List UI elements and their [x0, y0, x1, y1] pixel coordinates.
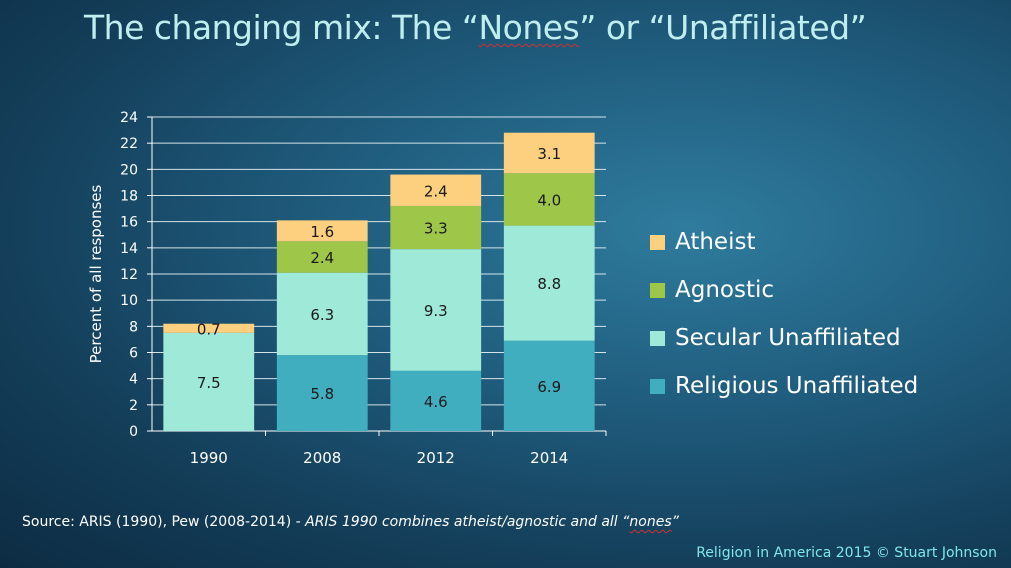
- legend-swatch-religious-unaffiliated: [650, 378, 665, 394]
- bar-2008-religious-unaffiliated: [276, 355, 368, 431]
- y-tick-label-12: 12: [120, 267, 138, 283]
- source-footnote: Source: ARIS (1990), Pew (2008-2014) - A…: [22, 514, 679, 530]
- y-tick-label-22: 22: [120, 136, 138, 152]
- y-tick-label-16: 16: [120, 215, 138, 231]
- bar-2012-atheist: [390, 174, 482, 206]
- y-tick-label-14: 14: [120, 241, 138, 257]
- chart-title: The changing mix: The “Nones” or “Unaffi…: [84, 8, 984, 47]
- legend-label-agnostic: Agnostic: [675, 277, 775, 303]
- legend-swatch-agnostic: [650, 282, 665, 298]
- bar-2014-secular-unaffiliated: [503, 225, 595, 341]
- bar-2012-religious-unaffiliated: [390, 370, 482, 431]
- title-part2: Nones: [478, 8, 580, 47]
- bar-2008-secular-unaffiliated: [276, 272, 368, 356]
- data-label-1990-secular-unaffiliated: 7.5: [197, 374, 221, 392]
- data-label-2012-agnostic: 3.3: [424, 220, 448, 238]
- legend-label-secular-unaffiliated: Secular Unaffiliated: [675, 325, 901, 351]
- y-tick-label-2: 2: [129, 398, 138, 414]
- data-label-2008-religious-unaffiliated: 5.8: [310, 385, 334, 403]
- legend-item-religious-unaffiliated: Religious Unaffiliated: [650, 362, 918, 410]
- bar-1990-secular-unaffiliated: [163, 332, 255, 431]
- legend-label-atheist: Atheist: [675, 229, 756, 255]
- bar-2008-agnostic: [276, 241, 368, 273]
- data-label-2014-agnostic: 4.0: [537, 191, 561, 209]
- source-text: Source: ARIS (1990), Pew (2008-2014): [22, 514, 292, 530]
- source-note-part3: ”: [671, 514, 679, 530]
- y-tick-label-20: 20: [120, 162, 138, 178]
- legend-swatch-secular-unaffiliated: [650, 330, 665, 346]
- data-label-1990-atheist: 0.7: [197, 320, 221, 338]
- data-label-2012-atheist: 2.4: [424, 182, 448, 200]
- y-axis-label: Percent of all responses: [87, 184, 105, 363]
- legend-label-religious-unaffiliated: Religious Unaffiliated: [675, 373, 919, 399]
- legend-item-atheist: Atheist: [650, 218, 918, 266]
- legend-item-secular-unaffiliated: Secular Unaffiliated: [650, 314, 918, 362]
- bar-2014-religious-unaffiliated: [503, 340, 595, 431]
- data-label-2008-secular-unaffiliated: 6.3: [310, 306, 334, 324]
- source-note-part2: nones: [629, 514, 672, 530]
- x-tick-label-2014: 2014: [530, 449, 568, 467]
- source-note-part1: - ARIS 1990 combines atheist/agnostic an…: [291, 514, 630, 530]
- title-part1: The changing mix: The “: [84, 8, 479, 47]
- bar-2012-agnostic: [390, 205, 482, 250]
- credit-text: Religion in America 2015 © Stuart Johnso…: [696, 545, 997, 561]
- bar-2012-secular-unaffiliated: [390, 249, 482, 371]
- y-tick-label-10: 10: [120, 293, 138, 309]
- data-label-2012-religious-unaffiliated: 4.6: [424, 393, 448, 411]
- bar-2008-atheist: [276, 220, 368, 242]
- x-tick-label-1990: 1990: [190, 449, 228, 467]
- x-tick-label-2012: 2012: [417, 449, 455, 467]
- legend-item-agnostic: Agnostic: [650, 266, 918, 314]
- y-tick-label-18: 18: [120, 189, 138, 205]
- data-label-2014-atheist: 3.1: [537, 145, 561, 163]
- data-label-2008-agnostic: 2.4: [310, 249, 334, 267]
- data-label-2014-religious-unaffiliated: 6.9: [537, 378, 561, 396]
- data-label-2008-atheist: 1.6: [310, 223, 334, 241]
- bar-2014-agnostic: [503, 173, 595, 226]
- legend-swatch-atheist: [650, 234, 665, 250]
- y-tick-label-8: 8: [129, 319, 138, 335]
- data-label-2014-secular-unaffiliated: 8.8: [537, 275, 561, 293]
- bar-1990-atheist: [163, 323, 255, 333]
- y-tick-label-6: 6: [129, 346, 138, 362]
- title-part3: ” or “Unaffiliated”: [579, 8, 867, 47]
- source-note: - ARIS 1990 combines atheist/agnostic an…: [291, 514, 679, 530]
- y-tick-label-24: 24: [120, 110, 138, 126]
- legend: Atheist Agnostic Secular Unaffiliated Relig…: [650, 218, 918, 410]
- y-tick-label-0: 0: [129, 424, 138, 440]
- bar-2014-atheist: [503, 132, 595, 174]
- data-label-2012-secular-unaffiliated: 9.3: [424, 302, 448, 320]
- x-tick-label-2008: 2008: [303, 449, 341, 467]
- y-tick-label-4: 4: [129, 372, 138, 388]
